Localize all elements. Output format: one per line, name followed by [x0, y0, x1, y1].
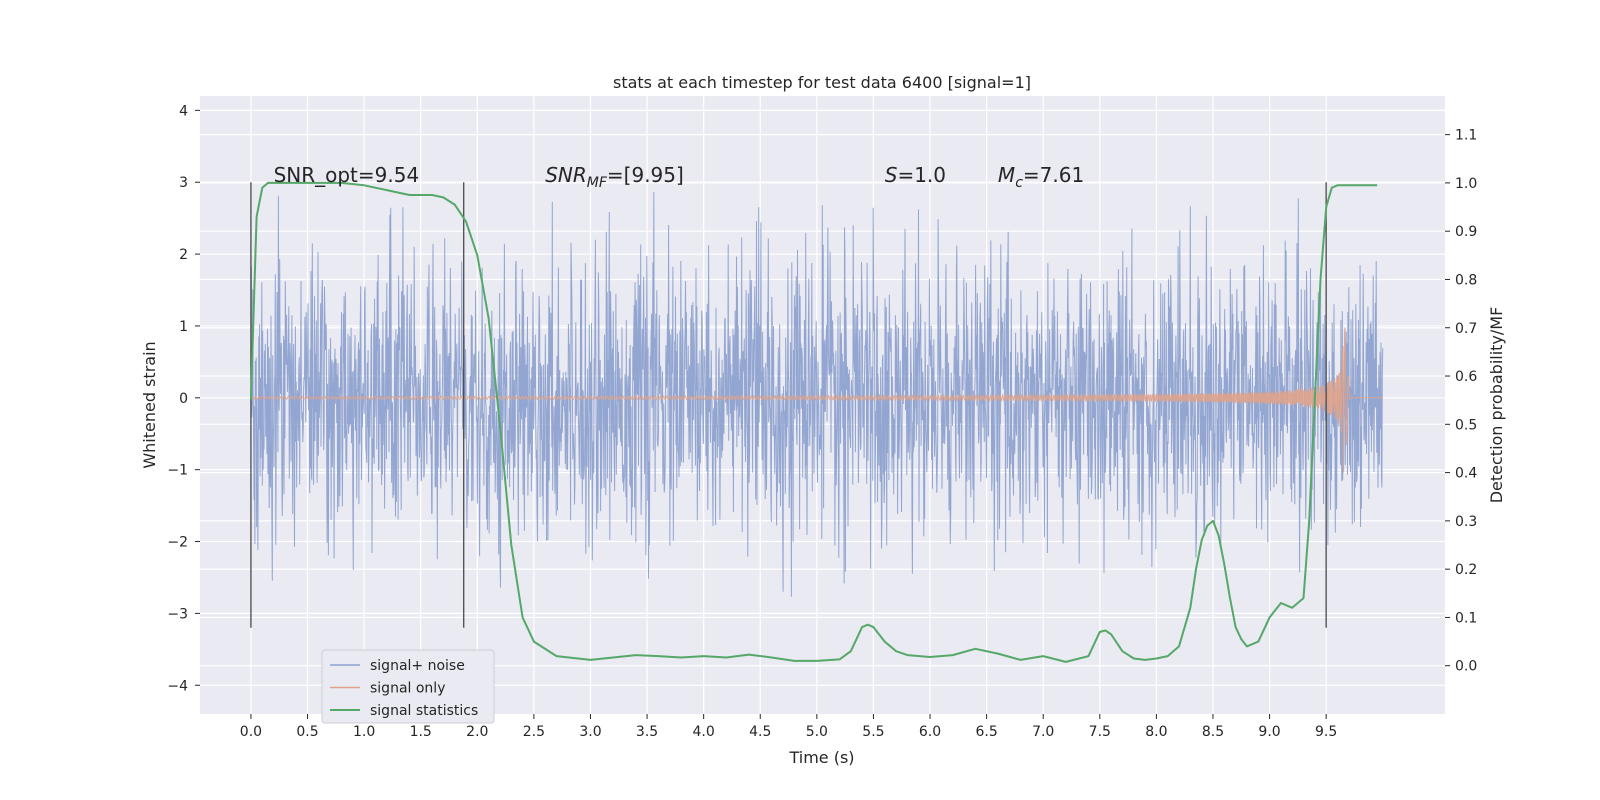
series-line-signal-only — [250, 327, 1383, 473]
y2-axis-label: Detection probability/MF — [1487, 307, 1506, 504]
legend-label: signal statistics — [370, 703, 478, 719]
y2-axis-ticks: 1.1 1.0 0.9 0.8 0.7 0.6 0.5 0.4 0.3 0.2 0.1 0.0 — [1445, 128, 1477, 675]
x-tick-label: 9.0 — [1258, 724, 1280, 740]
x-tick-label: 5.5 — [862, 724, 884, 740]
x-tick-label: 4.5 — [749, 724, 771, 740]
y-tick-label: −2 — [167, 535, 188, 551]
series-signal-statistics — [249, 181, 1378, 663]
x-tick-label: 6.0 — [919, 724, 941, 740]
y-axis-label: Whitened strain — [140, 341, 159, 468]
series-signal-plus-noise — [250, 191, 1384, 597]
legend-box — [321, 649, 495, 724]
annotation-text: SNR_opt=9.54 — [274, 163, 420, 187]
x-axis-label: Time (s) — [788, 748, 854, 767]
x-tick-label: 3.0 — [579, 724, 601, 740]
y2-tick-label: 0.1 — [1455, 610, 1477, 626]
legend-label: signal+ noise — [370, 658, 465, 674]
y2-tick-label: 1.1 — [1455, 128, 1477, 144]
y-tick-label: 4 — [179, 103, 188, 119]
y-tick-label: 3 — [179, 175, 188, 191]
legend: signal+ noise signal only signal statistic… — [321, 649, 495, 724]
x-tick-label: 8.0 — [1145, 724, 1167, 740]
x-tick-label: 0.5 — [296, 724, 318, 740]
x-tick-label: 2.0 — [466, 724, 488, 740]
y-tick-label: −1 — [167, 463, 188, 479]
series-line-signal-statistics — [249, 181, 1378, 663]
y-tick-label: 1 — [179, 319, 188, 335]
x-tick-label: 4.0 — [693, 724, 715, 740]
x-tick-label: 6.5 — [975, 724, 997, 740]
vertical-marker-lines — [250, 182, 1327, 628]
y2-tick-label: 1.0 — [1455, 176, 1477, 192]
y-tick-label: −3 — [167, 606, 188, 622]
x-tick-label: 8.5 — [1202, 724, 1224, 740]
series-signal-only — [250, 327, 1383, 473]
x-tick-label: 5.0 — [806, 724, 828, 740]
annotations: SNR_opt=9.54 SNRMF=[9.95] S=1.0 Mc=7.61 — [274, 163, 1085, 191]
y-axis-ticks: 4 3 2 1 0 −1 −2 −3 −4 — [167, 103, 200, 694]
y2-tick-label: 0.6 — [1455, 369, 1477, 385]
x-tick-label: 2.5 — [523, 724, 545, 740]
y2-tick-label: 0.3 — [1455, 514, 1477, 530]
x-tick-label: 1.0 — [353, 724, 375, 740]
y2-tick-label: 0.0 — [1455, 659, 1477, 675]
y2-tick-label: 0.2 — [1455, 562, 1477, 578]
y2-tick-label: 0.8 — [1455, 272, 1477, 288]
legend-label: signal only — [370, 681, 445, 697]
series-line-signal-plus-noise — [250, 191, 1384, 597]
x-axis-ticks: 0.0 0.5 1.0 1.5 2.0 2.5 3.0 3.5 4.0 4.5 5.0 5.5 6.0 6… — [240, 714, 1337, 740]
annotation-text: Mc=7.61 — [998, 163, 1084, 191]
x-tick-label: 1.5 — [410, 724, 432, 740]
x-tick-label: 0.0 — [240, 724, 262, 740]
annotation-text: S=1.0 — [885, 163, 946, 187]
x-tick-label: 7.5 — [1089, 724, 1111, 740]
annotation-text: SNRMF=[9.95] — [545, 163, 684, 191]
y2-tick-label: 0.5 — [1455, 417, 1477, 433]
x-tick-label: 9.5 — [1315, 724, 1337, 740]
x-tick-label: 3.5 — [636, 724, 658, 740]
y2-tick-label: 0.4 — [1455, 466, 1477, 482]
y2-tick-label: 0.7 — [1455, 321, 1477, 337]
y-tick-label: −4 — [167, 678, 188, 694]
y-tick-label: 0 — [179, 391, 188, 407]
y-tick-label: 2 — [179, 247, 188, 263]
x-tick-label: 7.0 — [1032, 724, 1054, 740]
chart-title: stats at each timestep for test data 640… — [613, 73, 1031, 92]
y2-tick-label: 0.9 — [1455, 224, 1477, 240]
